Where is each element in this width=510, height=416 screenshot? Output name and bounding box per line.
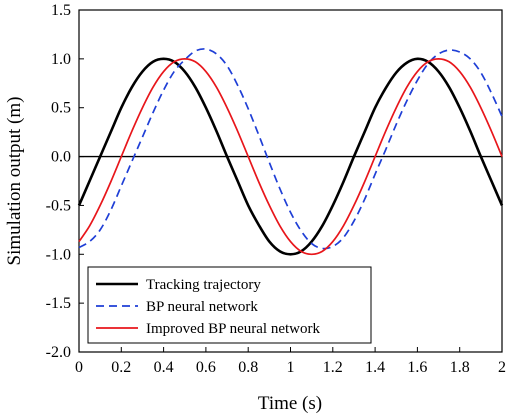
series-line-2: [78, 48, 503, 250]
y-tick-label: -0.5: [46, 197, 71, 214]
legend-label: Improved BP neural network: [146, 321, 320, 337]
y-tick-label: -1.5: [46, 295, 71, 312]
x-tick-label: 1.6: [407, 359, 427, 376]
x-tick-label: 1.4: [365, 359, 385, 376]
series-layer: [77, 48, 504, 256]
y-tick-label: 0.0: [51, 149, 71, 166]
y-axis-ticks: -2.0 -1.5 -1.0 -0.5 0.0 0.5 1.0 1.5: [46, 2, 84, 361]
x-axis-title: Time (s): [258, 393, 322, 414]
legend-box: [87, 266, 372, 344]
x-axis-ticks: 0 0.2 0.4 0.6 0.8 1 1.2 1.4 1.6 1.8 2: [75, 347, 506, 376]
x-tick-label: 0.2: [111, 359, 131, 376]
x-tick-label: 0.8: [238, 359, 258, 376]
y-tick-label: 1.5: [51, 2, 71, 19]
legend-label: Tracking trajectory: [146, 277, 261, 293]
x-tick-label: 0.6: [196, 359, 216, 376]
y-axis-title: Simulation output (m): [4, 97, 25, 266]
x-tick-label: 2: [498, 359, 506, 376]
x-tick-label: 1: [287, 359, 295, 376]
x-tick-label: 0: [75, 359, 83, 376]
x-tick-label: 0.4: [154, 359, 174, 376]
legend: Tracking trajectory BP neural network Impr…: [87, 266, 372, 344]
x-tick-label: 1.2: [323, 359, 343, 376]
series-line-1: [77, 57, 504, 256]
y-tick-label: 1.0: [51, 51, 71, 68]
series-line-3: [78, 58, 503, 256]
y-tick-label: -2.0: [46, 344, 71, 361]
y-tick-label: -1.0: [46, 246, 71, 263]
legend-label: BP neural network: [146, 299, 258, 315]
y-tick-label: 0.5: [51, 100, 71, 117]
x-tick-label: 1.8: [450, 359, 470, 376]
